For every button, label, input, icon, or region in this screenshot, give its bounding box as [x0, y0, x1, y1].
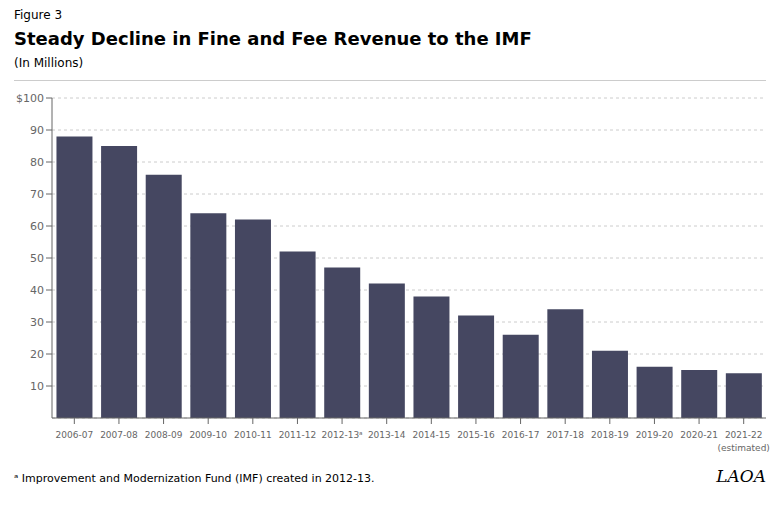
- svg-text:2007-08: 2007-08: [100, 430, 138, 440]
- svg-text:2013-14: 2013-14: [368, 430, 406, 440]
- svg-text:2006-07: 2006-07: [56, 430, 94, 440]
- svg-text:2014-15: 2014-15: [413, 430, 451, 440]
- svg-text:80: 80: [30, 156, 44, 169]
- svg-text:2011-12: 2011-12: [279, 430, 317, 440]
- html-text:(In Millions): (In Millions): [14, 56, 84, 70]
- svg-text:90: 90: [30, 124, 44, 137]
- html-text:ᵃ Improvement and Modernizatio: ᵃ Improvement and Modernization Fund (IM…: [14, 472, 375, 485]
- svg-text:50: 50: [30, 252, 44, 265]
- html-text:Figure 3: Figure 3: [14, 8, 63, 22]
- svg-text:70: 70: [30, 188, 44, 201]
- svg-text:(estimated): (estimated): [718, 443, 770, 453]
- svg-text:2015-16: 2015-16: [457, 430, 495, 440]
- svg-text:2020-21: 2020-21: [680, 430, 718, 440]
- svg-text:2012-13ᵃ: 2012-13ᵃ: [321, 430, 362, 440]
- svg-text:2010-11: 2010-11: [234, 430, 272, 440]
- svg-text:$100: $100: [16, 92, 44, 105]
- svg-text:2008-09: 2008-09: [145, 430, 183, 440]
- svg-text:20: 20: [30, 348, 44, 361]
- svg-text:60: 60: [30, 220, 44, 233]
- svg-text:10: 10: [30, 380, 44, 393]
- html-text:Steady Decline in Fine and Fee: Steady Decline in Fine and Fee Revenue t…: [14, 28, 532, 49]
- svg-text:2016-17: 2016-17: [502, 430, 540, 440]
- html-text:LAOA: LAOA: [716, 466, 766, 486]
- svg-text:30: 30: [30, 316, 44, 329]
- svg-text:2018-19: 2018-19: [591, 430, 629, 440]
- svg-text:2009-10: 2009-10: [189, 430, 227, 440]
- svg-text:2019-20: 2019-20: [636, 430, 674, 440]
- svg-text:2021-22: 2021-22: [725, 430, 763, 440]
- svg-text:40: 40: [30, 284, 44, 297]
- svg-text:2017-18: 2017-18: [546, 430, 584, 440]
